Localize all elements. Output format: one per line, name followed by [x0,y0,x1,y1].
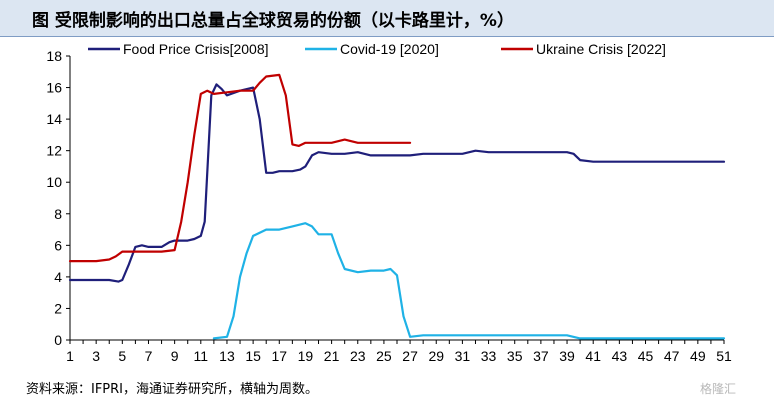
x-tick-label: 41 [585,348,601,364]
x-tick-label: 49 [690,348,706,364]
series-line-2 [212,222,726,340]
legend-label-3: Ukraine Crisis [2022] [536,41,666,57]
x-tick-label: 29 [428,348,444,364]
y-tick-label: 16 [46,80,62,96]
legend-label-1: Food Price Crisis[2008] [123,41,269,57]
x-tick-label: 15 [245,348,261,364]
x-tick-label: 37 [533,348,549,364]
y-tick-label: 14 [46,111,62,127]
y-tick-label: 0 [54,332,62,348]
y-tick-label: 10 [46,174,62,190]
x-tick-label: 19 [298,348,314,364]
series-line-1 [68,83,726,283]
x-tick-label: 27 [402,348,418,364]
title-bar: 图 受限制影响的出口总量占全球贸易的份额（以卡路里计，%） [0,0,774,37]
x-tick-label: 39 [559,348,575,364]
x-tick-label: 25 [376,348,392,364]
x-tick-label: 13 [219,348,235,364]
series-line-3 [68,73,412,263]
y-tick-label: 4 [54,269,62,285]
legend-label-2: Covid-19 [2020] [340,41,439,57]
y-tick-label: 2 [54,300,62,316]
x-tick-label: 17 [271,348,287,364]
x-tick-label: 21 [324,348,340,364]
y-tick-label: 6 [54,237,62,253]
x-tick-label: 7 [145,348,153,364]
x-tick-label: 51 [716,348,732,364]
x-tick-label: 9 [171,348,179,364]
y-tick-label: 8 [54,206,62,222]
x-tick-label: 5 [118,348,126,364]
x-tick-label: 11 [194,348,209,364]
x-tick-label: 3 [92,348,100,364]
y-tick-label: 12 [46,143,62,159]
x-tick-label: 47 [664,348,680,364]
x-tick-label: 43 [612,348,628,364]
chart-title: 图 受限制影响的出口总量占全球贸易的份额（以卡路里计，%） [32,11,514,31]
x-tick-label: 23 [350,348,366,364]
source-note: 资料来源：IFPRI，海通证券研究所，横轴为周数。 [26,382,319,397]
x-tick-label: 33 [481,348,497,364]
x-tick-label: 35 [507,348,523,364]
y-tick-label: 18 [46,48,62,64]
watermark-logo: 格隆汇 [700,382,737,396]
x-tick-label: 45 [638,348,654,364]
x-tick-label: 1 [66,348,74,364]
x-tick-label: 31 [455,348,471,364]
